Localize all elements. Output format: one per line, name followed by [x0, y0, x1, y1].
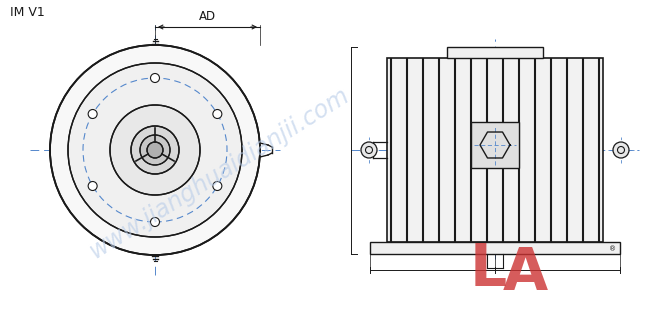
- Text: ®: ®: [609, 246, 616, 252]
- Text: www.jianghuaidianjii.com: www.jianghuaidianjii.com: [86, 83, 354, 263]
- Circle shape: [88, 182, 97, 190]
- Circle shape: [147, 142, 163, 158]
- Circle shape: [131, 126, 179, 174]
- Bar: [471, 122, 519, 168]
- Bar: [370, 242, 620, 254]
- Bar: [447, 47, 543, 58]
- Circle shape: [151, 218, 159, 226]
- Text: A: A: [502, 245, 547, 302]
- Bar: [387, 58, 603, 242]
- Circle shape: [110, 105, 200, 195]
- Circle shape: [151, 73, 159, 82]
- Text: AD: AD: [199, 10, 216, 23]
- Circle shape: [68, 63, 242, 237]
- Circle shape: [613, 142, 629, 158]
- Circle shape: [50, 45, 260, 255]
- Circle shape: [213, 182, 222, 190]
- Circle shape: [88, 109, 97, 119]
- Text: IM V1: IM V1: [10, 6, 45, 19]
- Circle shape: [213, 109, 222, 119]
- Text: L: L: [469, 241, 506, 299]
- Circle shape: [140, 135, 170, 165]
- Circle shape: [361, 142, 377, 158]
